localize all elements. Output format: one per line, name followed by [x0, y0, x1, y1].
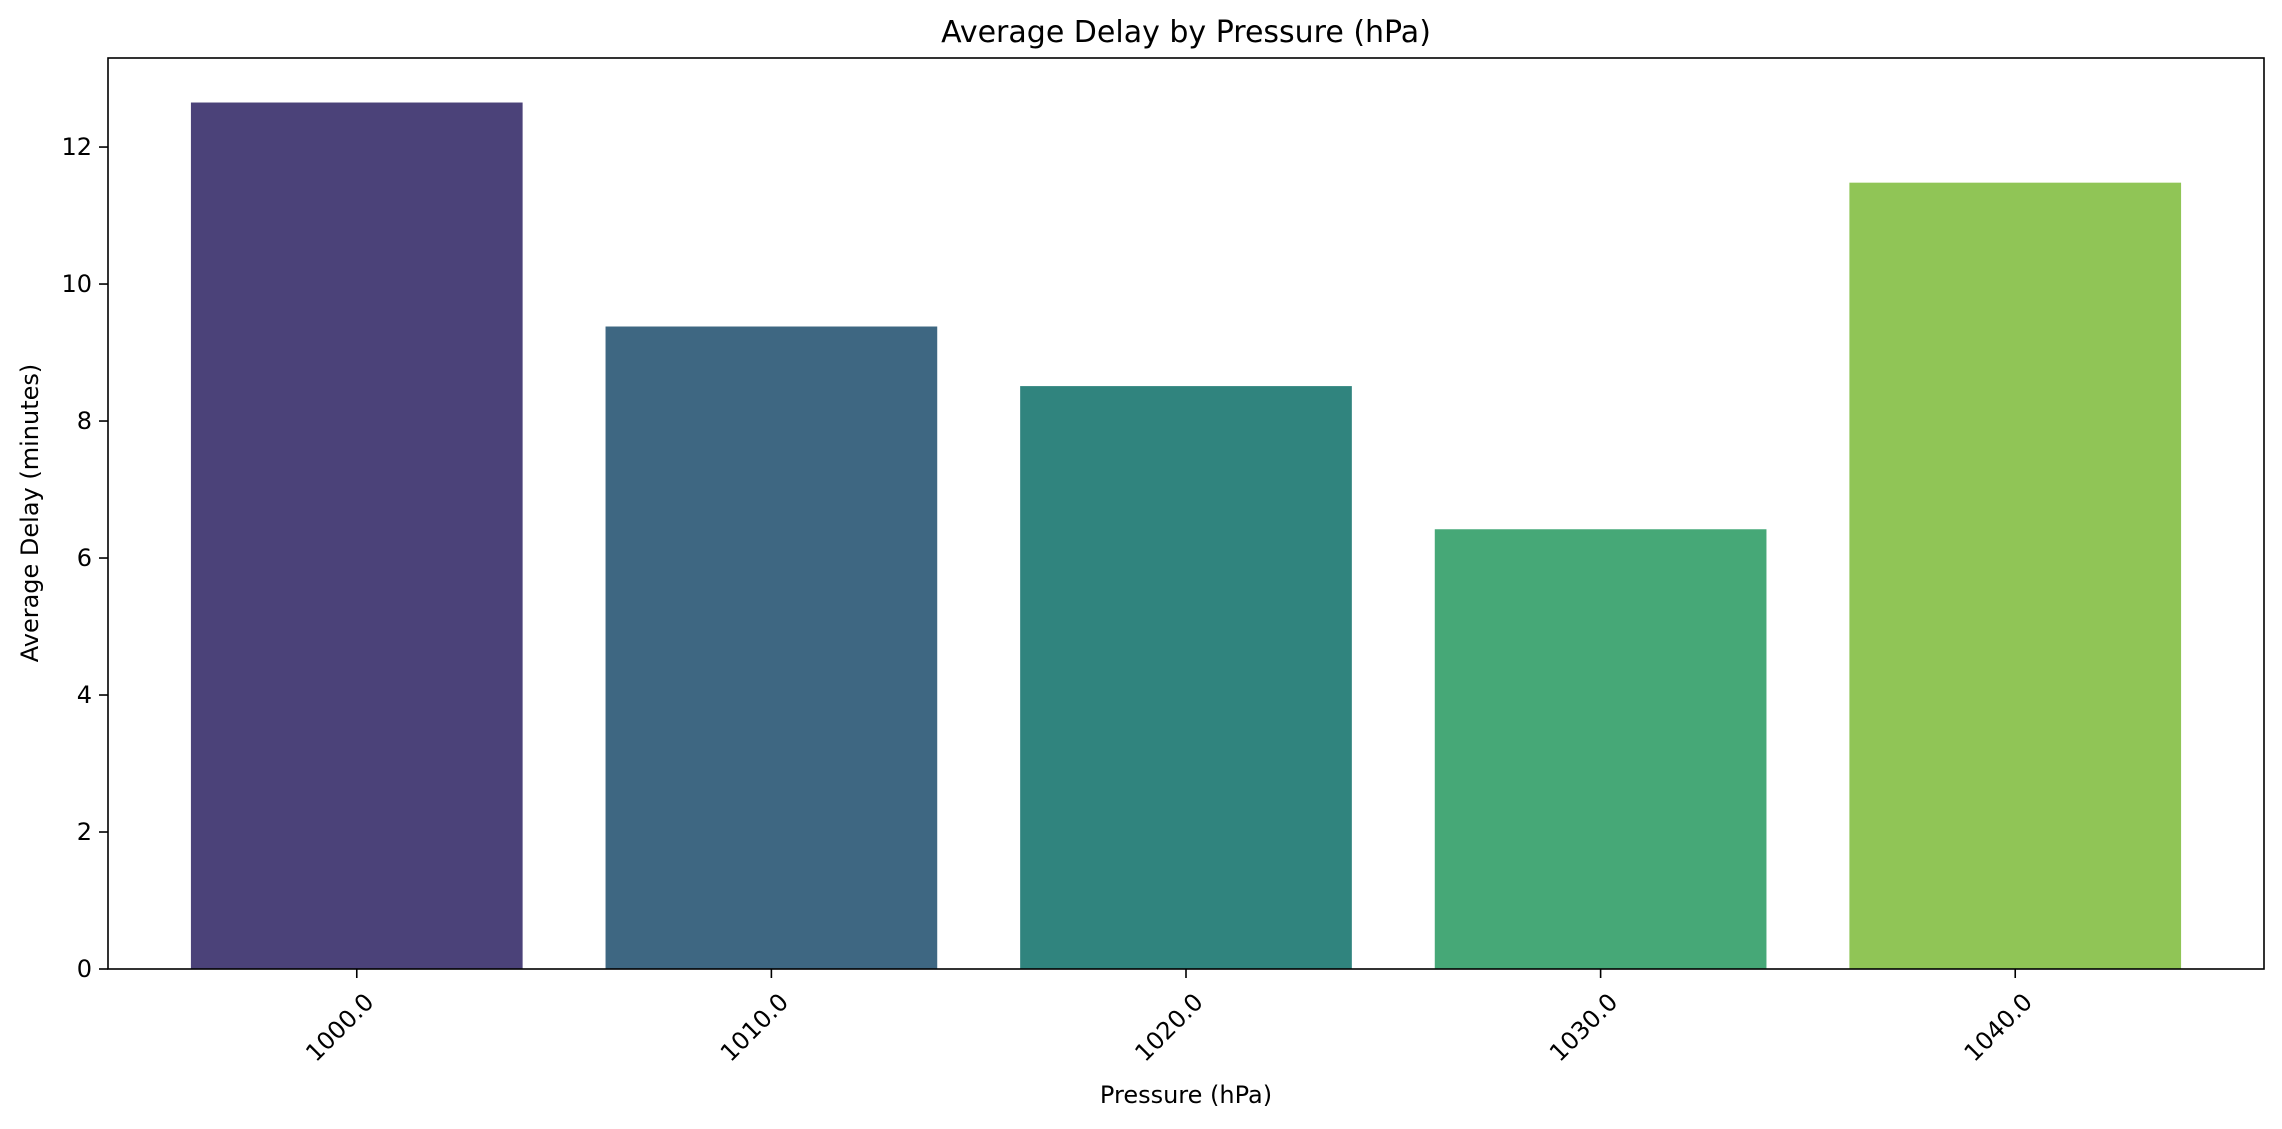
- bar-1000.0: [190, 102, 523, 969]
- y-tick-label: 8: [77, 407, 92, 435]
- y-tick-label: 2: [77, 818, 92, 846]
- x-tick-label: 1010.0: [715, 988, 794, 1067]
- x-tick-label: 1020.0: [1129, 988, 1208, 1067]
- y-tick-label: 10: [61, 270, 92, 298]
- y-axis-label: Average Delay (minutes): [16, 364, 44, 663]
- bar-1010.0: [605, 326, 938, 969]
- x-tick-label: 1030.0: [1544, 988, 1623, 1067]
- bar-1030.0: [1434, 529, 1767, 969]
- y-tick-label: 0: [77, 955, 92, 983]
- x-axis-ticks: 1000.0 1010.0 1020.0 1030.0 1040.0: [300, 969, 2038, 1067]
- bars-group: [190, 102, 2182, 970]
- bar-1040.0: [1849, 182, 2182, 970]
- y-axis-ticks: 0 2 4 6 8 10 12: [61, 133, 108, 983]
- y-tick-label: 6: [77, 544, 92, 572]
- x-tick-label: 1000.0: [300, 988, 379, 1067]
- y-tick-label: 4: [77, 681, 92, 709]
- x-axis-label: Pressure (hPa): [1100, 1081, 1272, 1109]
- bar-1020.0: [1020, 386, 1352, 969]
- x-tick-label: 1040.0: [1959, 988, 2038, 1067]
- chart-title: Average Delay by Pressure (hPa): [941, 15, 1431, 50]
- y-tick-label: 12: [61, 133, 92, 161]
